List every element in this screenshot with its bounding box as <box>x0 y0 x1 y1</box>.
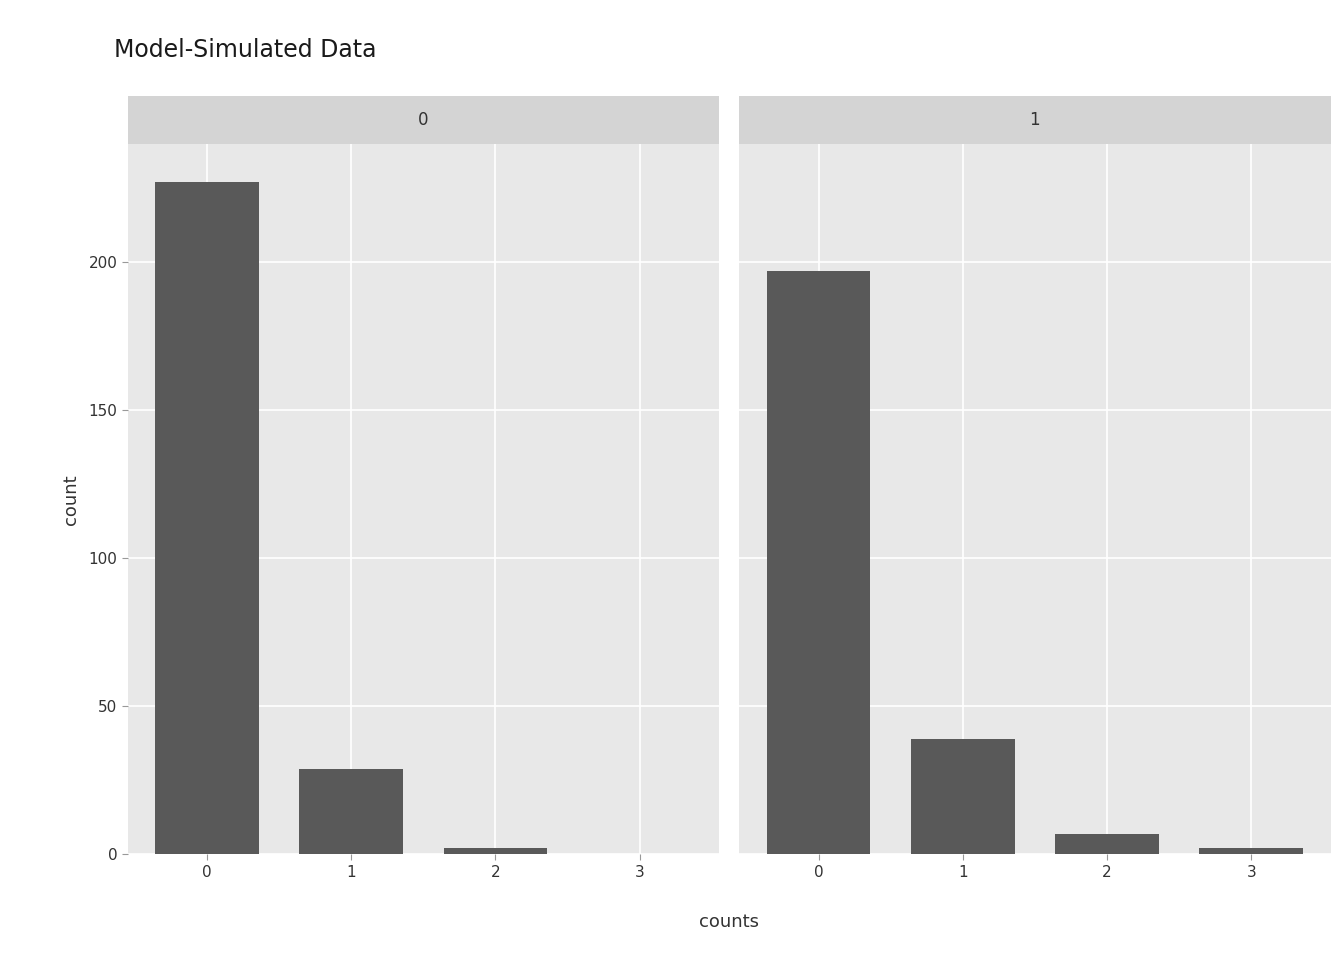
Text: Model-Simulated Data: Model-Simulated Data <box>114 38 376 62</box>
Bar <box>911 739 1015 854</box>
Bar <box>444 849 547 854</box>
Bar <box>766 272 871 854</box>
Bar <box>1199 849 1304 854</box>
Text: counts: counts <box>699 913 759 930</box>
Text: 0: 0 <box>418 111 429 129</box>
Bar <box>155 182 259 854</box>
Bar <box>300 769 403 854</box>
Bar <box>1055 833 1159 854</box>
Y-axis label: count: count <box>62 474 81 524</box>
Text: 1: 1 <box>1030 111 1040 129</box>
